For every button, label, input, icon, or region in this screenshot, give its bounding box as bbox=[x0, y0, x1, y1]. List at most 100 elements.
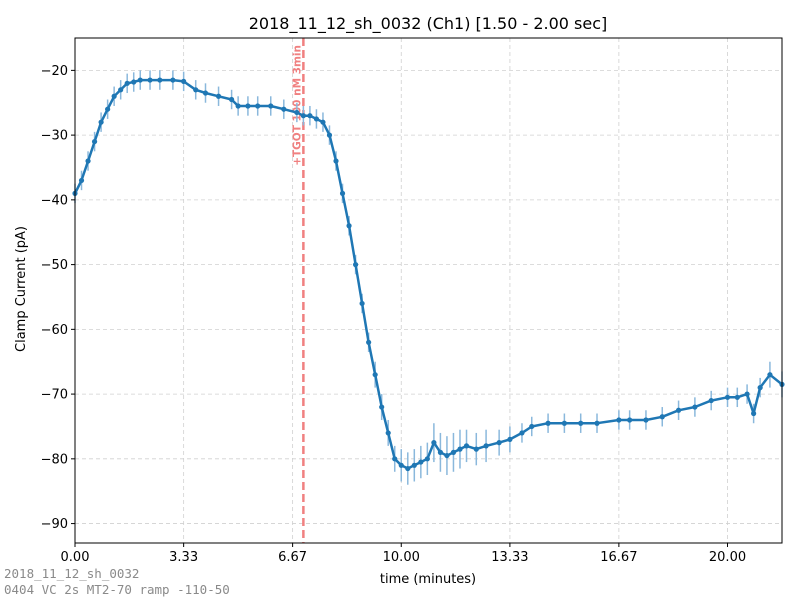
y-tick-label: −80 bbox=[41, 452, 68, 467]
chart-title: 2018_11_12_sh_0032 (Ch1) [1.50 - 2.00 se… bbox=[249, 14, 608, 34]
data-point bbox=[255, 103, 261, 109]
data-point bbox=[519, 430, 525, 436]
x-tick-label: 10.00 bbox=[383, 550, 420, 565]
x-tick-label: 0.00 bbox=[61, 550, 90, 565]
data-point bbox=[147, 77, 153, 83]
data-point bbox=[118, 87, 124, 93]
data-point bbox=[105, 106, 111, 112]
y-tick-label: −30 bbox=[41, 129, 68, 144]
data-point bbox=[444, 452, 450, 459]
series-line bbox=[73, 78, 783, 470]
data-point bbox=[757, 385, 763, 391]
data-point bbox=[366, 339, 372, 345]
y-tick-label: −40 bbox=[41, 193, 68, 208]
y-axis-title: Clamp Current (pA) bbox=[14, 226, 29, 352]
data-point bbox=[744, 391, 750, 397]
x-axis-title: time (minutes) bbox=[380, 572, 476, 587]
y-tick-label: −70 bbox=[41, 388, 68, 403]
data-point bbox=[431, 440, 437, 446]
data-point bbox=[767, 372, 773, 378]
data-point bbox=[320, 119, 326, 125]
data-point bbox=[346, 223, 352, 229]
data-point bbox=[545, 420, 551, 426]
data-point bbox=[659, 414, 665, 420]
data-point bbox=[193, 87, 199, 93]
data-point bbox=[281, 106, 287, 112]
data-point bbox=[339, 190, 346, 196]
data-point bbox=[643, 417, 649, 423]
data-point bbox=[463, 443, 470, 449]
data-point bbox=[450, 449, 457, 455]
data-point bbox=[379, 404, 385, 410]
data-point bbox=[398, 462, 404, 468]
y-tick-label: −90 bbox=[41, 517, 68, 532]
data-point bbox=[483, 443, 489, 449]
x-tick-label: 3.33 bbox=[169, 550, 198, 565]
data-point bbox=[627, 417, 633, 423]
data-point bbox=[734, 394, 740, 400]
footer-filename: 2018_11_12_sh_0032 bbox=[4, 566, 140, 581]
data-point bbox=[473, 446, 479, 452]
x-tick-label: 6.67 bbox=[278, 550, 307, 565]
data-point bbox=[359, 300, 365, 307]
data-point bbox=[229, 96, 235, 103]
data-point bbox=[268, 103, 274, 109]
data-point bbox=[692, 404, 698, 410]
data-point bbox=[131, 79, 137, 85]
data-point bbox=[529, 423, 535, 430]
data-point bbox=[496, 440, 502, 446]
data-point bbox=[372, 372, 378, 378]
y-tick-label: −50 bbox=[41, 258, 68, 273]
data-point bbox=[418, 459, 424, 465]
data-point bbox=[561, 420, 567, 426]
data-point bbox=[405, 465, 411, 472]
data-point bbox=[294, 109, 300, 116]
x-tick-label: 13.33 bbox=[491, 550, 528, 565]
data-point bbox=[724, 394, 731, 400]
data-point bbox=[170, 77, 176, 83]
data-point bbox=[437, 449, 444, 455]
data-point bbox=[300, 113, 306, 119]
data-point bbox=[124, 80, 130, 86]
data-point bbox=[157, 77, 163, 83]
error-bars bbox=[74, 70, 783, 485]
data-point bbox=[333, 158, 339, 164]
data-point bbox=[313, 116, 320, 122]
data-point bbox=[594, 420, 600, 426]
data-point bbox=[307, 113, 313, 119]
data-point bbox=[507, 436, 513, 443]
data-point bbox=[98, 119, 104, 125]
data-point bbox=[352, 262, 359, 268]
data-point bbox=[457, 446, 463, 452]
data-point bbox=[616, 417, 622, 423]
footer-protocol: 0404 VC 2s MT2-70 ramp -110-50 bbox=[4, 582, 230, 597]
data-point bbox=[181, 78, 187, 84]
data-point bbox=[78, 177, 85, 184]
data-point bbox=[326, 132, 333, 138]
data-point bbox=[392, 456, 398, 462]
y-tick-label: −60 bbox=[41, 323, 68, 338]
data-point bbox=[708, 397, 714, 404]
data-point bbox=[137, 77, 143, 83]
data-point bbox=[202, 90, 209, 96]
data-point bbox=[91, 138, 98, 145]
data-point bbox=[675, 407, 682, 413]
data-point bbox=[751, 410, 757, 417]
data-point bbox=[411, 462, 417, 468]
data-point bbox=[85, 158, 91, 164]
y-tick-label: −20 bbox=[41, 64, 68, 79]
data-point bbox=[215, 93, 222, 99]
y-axis-ticks: −90 −80 −70 −60 −50 −40 −30 −20 bbox=[41, 64, 75, 532]
plot-frame bbox=[74, 37, 783, 544]
data-point bbox=[235, 103, 241, 109]
data-point bbox=[385, 430, 391, 436]
x-axis-ticks: 0.00 3.33 6.67 10.00 13.33 16.67 20.00 bbox=[61, 543, 746, 565]
data-point bbox=[245, 103, 251, 109]
series bbox=[72, 77, 785, 472]
grid bbox=[74, 38, 782, 543]
data-point bbox=[424, 456, 430, 462]
x-tick-label: 20.00 bbox=[709, 550, 746, 565]
data-point bbox=[578, 420, 584, 426]
x-tick-label: 16.67 bbox=[600, 550, 637, 565]
